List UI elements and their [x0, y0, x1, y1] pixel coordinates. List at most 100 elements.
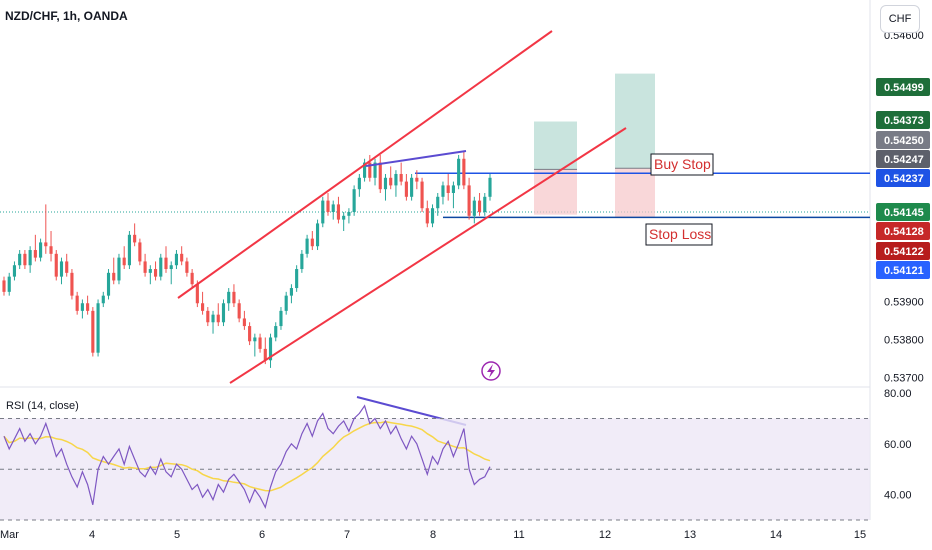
candle-body [415, 177, 419, 182]
candle-body [101, 295, 105, 304]
candle-body [436, 196, 440, 209]
candle-body [331, 204, 335, 213]
candle-body [28, 250, 32, 266]
candle-body [451, 185, 455, 193]
candle-body [373, 162, 377, 178]
date-tick-label: 7 [344, 529, 350, 541]
lightning-bolt-icon [487, 364, 495, 378]
price-tag [876, 111, 930, 129]
candle-body [44, 242, 48, 247]
chart-labels [481, 361, 501, 381]
candle-body [49, 246, 53, 254]
candle-body [206, 310, 210, 323]
candle-body [279, 310, 283, 327]
position-boxes [534, 73, 655, 217]
candle-body [195, 284, 199, 304]
candle-body [363, 162, 367, 178]
price-tag-label: 0.54121 [884, 265, 924, 277]
price-tag-label: 0.54247 [884, 154, 924, 166]
buy-stop-label: Buy Stop [654, 156, 711, 172]
candle-body [242, 318, 246, 327]
candle-body [127, 234, 131, 266]
rsi-tick-label: 80.00 [884, 388, 912, 400]
price-tag-label: 0.54122 [884, 246, 924, 258]
stop-loss-label: Stop Loss [649, 226, 711, 242]
candle-body [420, 181, 424, 209]
price-tag [876, 78, 930, 96]
price-tag-label: 0.54373 [884, 115, 924, 127]
price-tick-label: 0.53800 [884, 334, 924, 346]
price-tag-label: 0.54237 [884, 173, 924, 185]
candle-body [446, 185, 450, 193]
candle-body [211, 314, 215, 323]
rsi-ma-line [3, 420, 491, 492]
candle-body [174, 253, 179, 266]
candle-body [7, 276, 11, 292]
candle-body [289, 288, 293, 296]
candle-body [394, 173, 398, 186]
candle-body [39, 242, 43, 258]
candle-body [91, 310, 95, 353]
price-tick-label: 0.53900 [884, 296, 924, 308]
buy-stop-box [650, 153, 714, 176]
candle-body [201, 303, 205, 311]
candle-body [274, 326, 278, 338]
currency-button[interactable]: CHF [880, 5, 920, 33]
candle-body [383, 177, 388, 190]
date-tick-label: 4 [89, 529, 95, 541]
candle-body [352, 189, 356, 213]
candle-body [59, 261, 64, 277]
candle-body [138, 242, 142, 262]
candle-body [253, 337, 257, 342]
candle-body [33, 250, 37, 258]
candle-body [216, 314, 220, 323]
candle-body [54, 253, 58, 277]
target-zone [615, 73, 655, 169]
candle-body [86, 303, 90, 311]
date-tick-label: 8 [430, 529, 436, 541]
channel-lower-line [229, 127, 627, 384]
stop-loss-box [645, 223, 713, 246]
candle-body [180, 253, 184, 262]
candle-body [342, 215, 346, 220]
candles [2, 151, 492, 368]
candle-body [305, 238, 309, 254]
date-tick-label: 5 [174, 529, 180, 541]
candle-body [237, 303, 241, 319]
rsi-tick-label: 40.00 [884, 490, 912, 502]
date-tick-label: 15 [854, 529, 866, 541]
price-tag [876, 203, 930, 221]
stop-zone [615, 168, 655, 217]
date-tick-label: 12 [599, 529, 611, 541]
order-lines: Buy Stop Stop Loss [415, 153, 870, 246]
candle-body [425, 208, 429, 224]
candle-body [169, 265, 173, 270]
price-tag-label: 0.54145 [884, 207, 924, 219]
candle-body [430, 208, 435, 224]
candle-body [336, 204, 341, 220]
rsi-line [3, 404, 491, 509]
candle-body [153, 269, 158, 277]
candle-body [472, 200, 476, 216]
trend-channel [177, 30, 627, 384]
candle-body [248, 326, 252, 342]
price-tick-label: 0.53700 [884, 372, 924, 384]
candle-body [232, 291, 236, 304]
date-tick-label: 14 [770, 529, 782, 541]
date-tick-label: 11 [513, 529, 524, 541]
candle-body [80, 303, 84, 311]
candle-body [347, 212, 351, 216]
price-tag [876, 169, 930, 187]
candle-body [143, 261, 147, 273]
candle-body [315, 223, 320, 247]
candle-body [75, 295, 79, 311]
rsi-title: RSI (14, close) [6, 400, 79, 412]
candle-body [148, 269, 152, 273]
candle-body [326, 200, 330, 213]
candle-body [399, 173, 403, 182]
candle-body [410, 177, 414, 197]
candle-body [488, 177, 492, 197]
rsi-panel [0, 404, 870, 521]
time-axis: Mar 4 5 6 7 8 11 12 13 14 15 [0, 529, 866, 541]
candle-body [112, 272, 116, 281]
